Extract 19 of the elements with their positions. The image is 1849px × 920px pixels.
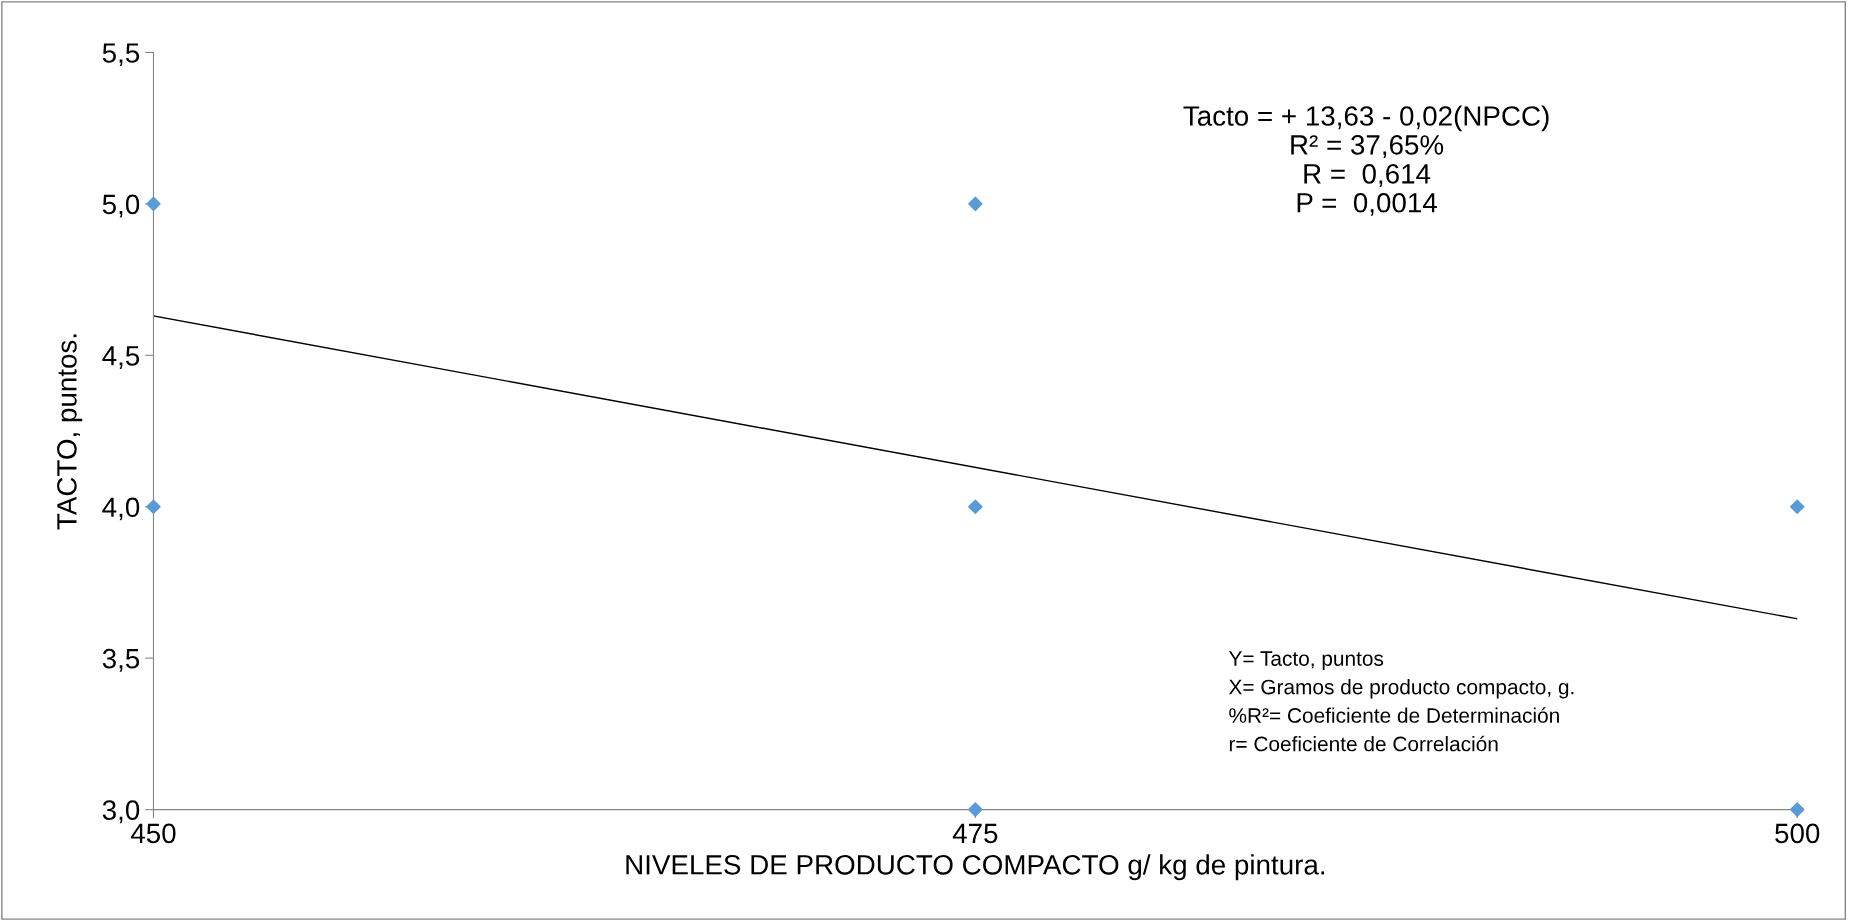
y-tick-label: 3,5 — [102, 648, 140, 672]
y-axis-title: TACTO, puntos. — [57, 334, 83, 530]
y-tick-label: 4,0 — [102, 497, 140, 521]
x-axis-title: NIVELES DE PRODUCTO COMPACTO g/ kg de pintura. — [626, 854, 1325, 881]
point — [146, 196, 161, 212]
y-tick-label: 4,5 — [102, 346, 140, 369]
y-tick-label: 5,0 — [102, 194, 140, 218]
annotation: Y= Tacto, puntos X= Gramos de producto compacto, g. %R²= Coeficiente de Determinación r= Coeficiente de Correlación — [1228, 651, 1574, 752]
point — [968, 196, 983, 212]
point — [146, 499, 161, 515]
y-tick-label: 5,5 — [102, 43, 140, 67]
y-tick-label: 3,0 — [102, 800, 140, 824]
point — [1789, 499, 1805, 515]
point — [968, 499, 983, 515]
x-tick-label: 500 — [1775, 823, 1820, 844]
annotation: Tacto = + 13,63 - 0,02(NPCC) R² = 37,65% R = 0,614 P = 0,0014 — [1183, 105, 1549, 216]
x-tick-label: 475 — [952, 823, 998, 844]
point — [968, 802, 983, 817]
x-tick-label: 450 — [130, 823, 176, 844]
